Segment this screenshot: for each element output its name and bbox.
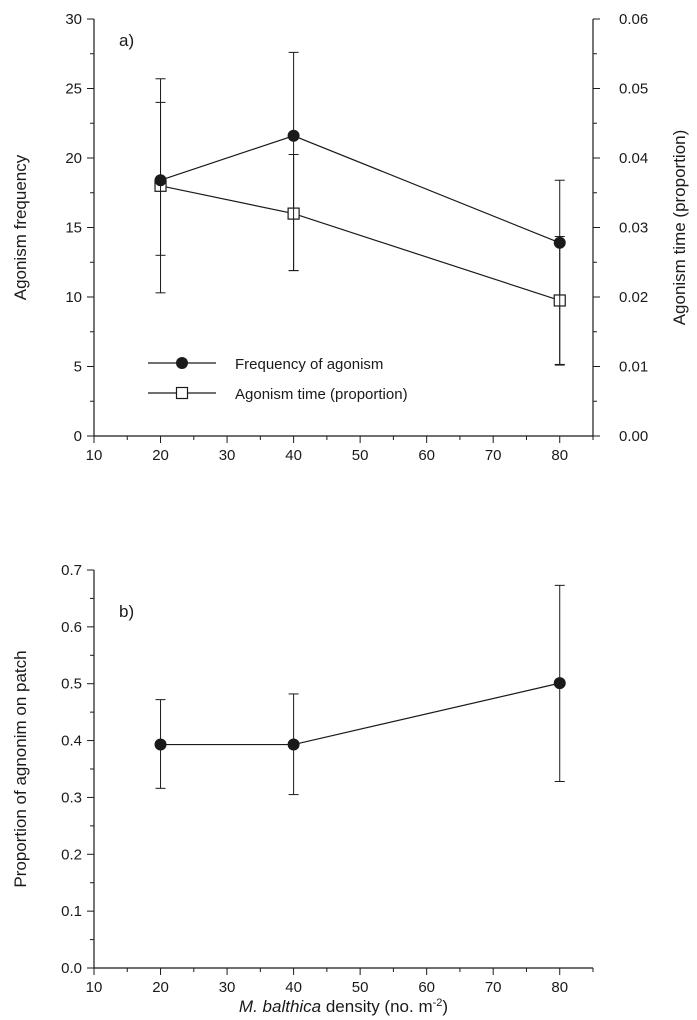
panel-b-y-tick-label: 0.2 — [61, 846, 82, 863]
frequency-line — [160, 135, 560, 244]
frequency-point — [553, 236, 566, 249]
panel-a-x-tick-label: 60 — [418, 447, 435, 464]
panel-b-label: b) — [119, 602, 134, 621]
x-axis-label-species: M. balthica — [239, 997, 321, 1016]
panel-a-x-tick-label: 70 — [485, 447, 502, 464]
legend-label-agonism-time: Agonism time (proportion) — [235, 386, 408, 403]
panel-a-axes — [93, 19, 594, 437]
panel-b: 10 20 30 40 50 60 70 80 0.0 0.1 0.2 0.3 0.4 0.5 0.6 0.7… — [11, 562, 594, 1016]
panel-a-x-tick-label: 20 — [152, 447, 169, 464]
panel-b-x-tick-label: 80 — [551, 979, 568, 996]
panel-b-x-tick-label: 20 — [152, 979, 169, 996]
panel-a-x-tick-label: 40 — [285, 447, 302, 464]
panel-a-y2-tick-label: 0.05 — [619, 81, 648, 98]
panel-b-y-tick-label: 0.1 — [61, 903, 82, 920]
legend-marker-frequency — [176, 357, 188, 369]
x-axis-label-exponent: -2 — [433, 997, 443, 1009]
panel-a-y2-tick-label: 0.06 — [619, 11, 648, 28]
panel-b-series — [154, 584, 566, 796]
panel-a-series — [154, 51, 566, 366]
panel-b-y-tick-label: 0.4 — [61, 733, 82, 750]
panel-b-y-tick-label: 0.5 — [61, 676, 82, 693]
x-axis-label-unit: density (no. m — [321, 997, 433, 1016]
panel-a: 10 20 30 40 50 60 70 80 0 5 10 15 20 25 30 0.00 0.01 0.02… — [11, 11, 689, 464]
panel-a-x-tick-label: 80 — [551, 447, 568, 464]
panel-a-ticks: 10 20 30 40 50 60 70 80 0 5 10 15 20 25 30 0.00 0.01 0.02… — [65, 11, 648, 464]
proportion-point — [154, 738, 167, 751]
panel-a-y2-tick-label: 0.02 — [619, 289, 648, 306]
panel-a-y-tick-label: 15 — [65, 220, 82, 237]
proportion-point — [553, 677, 566, 690]
x-axis-label-close: ) — [442, 997, 448, 1016]
panel-a-y2-tick-label: 0.01 — [619, 359, 648, 376]
panel-a-y-tick-label: 25 — [65, 81, 82, 98]
panel-a-y2-tick-label: 0.03 — [619, 220, 648, 237]
panel-b-y-tick-label: 0.3 — [61, 789, 82, 806]
panel-a-y-tick-label: 10 — [65, 289, 82, 306]
legend-label-frequency: Frequency of agonism — [235, 356, 383, 373]
panel-b-y-tick-label: 0.6 — [61, 619, 82, 636]
panel-b-x-tick-label: 50 — [352, 979, 369, 996]
panel-b-ticks: 10 20 30 40 50 60 70 80 0.0 0.1 0.2 0.3 0.4 0.5 0.6 0.7 — [61, 562, 594, 996]
legend-marker-agonism-time — [175, 386, 189, 400]
proportion-line — [160, 682, 560, 746]
panel-a-y-tick-label: 5 — [74, 359, 82, 376]
panel-b-x-tick-label: 30 — [219, 979, 236, 996]
panel-b-y-axis-label: Proportion of agnonim on patch — [11, 650, 30, 887]
panel-b-x-tick-label: 40 — [285, 979, 302, 996]
panel-a-y2-tick-label: 0.04 — [619, 150, 648, 167]
panel-a-y2-axis-label: Agonism time (proportion) — [670, 130, 689, 326]
agonism-time-line — [160, 185, 560, 302]
panel-a-y-tick-label: 0 — [74, 428, 82, 445]
panel-b-x-tick-label: 70 — [485, 979, 502, 996]
panel-a-y2-tick-label: 0.00 — [619, 428, 648, 445]
frequency-point — [287, 129, 300, 142]
panel-a-y-axis-label: Agonism frequency — [11, 154, 30, 300]
panel-a-legend: Frequency of agonism Agonism time (propo… — [148, 356, 408, 403]
panel-b-x-tick-label: 10 — [86, 979, 103, 996]
panel-a-y-tick-label: 30 — [65, 11, 82, 28]
frequency-point — [154, 174, 167, 187]
panel-b-y-tick-label: 0.7 — [61, 562, 82, 579]
panel-b-x-axis-label: M. balthica density (no. m-2) — [239, 997, 448, 1016]
panel-b-x-tick-label: 60 — [418, 979, 435, 996]
panel-a-label: a) — [119, 31, 134, 50]
panel-b-axes — [93, 570, 593, 969]
panel-a-x-tick-label: 10 — [86, 447, 103, 464]
panel-a-x-tick-label: 50 — [352, 447, 369, 464]
panel-a-x-tick-label: 30 — [219, 447, 236, 464]
panel-b-y-tick-label: 0.0 — [61, 960, 82, 977]
proportion-point — [287, 738, 300, 751]
panel-a-y-tick-label: 20 — [65, 150, 82, 167]
